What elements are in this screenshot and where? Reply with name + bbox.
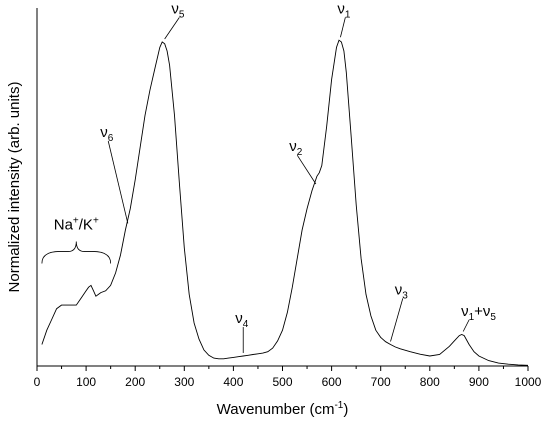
annotation-leader-line — [462, 319, 470, 332]
x-tick-label: 600 — [322, 375, 342, 389]
x-ticks: 0 100 200 300 400 500 600 700 800 900 1000 — [34, 366, 542, 389]
x-tick-label: 300 — [174, 375, 194, 389]
peak-annotation: ν2 — [289, 138, 303, 158]
peak-annotation: ν1+ν5 — [461, 303, 496, 323]
peak-annotation: ν3 — [395, 281, 409, 301]
annotation-leader-line — [390, 298, 404, 342]
na-text: Na — [54, 216, 74, 233]
x-tick-label: 700 — [371, 375, 391, 389]
annotation-leader-line — [107, 140, 129, 224]
x-tick-label: 1000 — [515, 375, 542, 389]
x-tick-label: 100 — [76, 375, 96, 389]
x-tick-label: 400 — [223, 375, 243, 389]
peak-annotation: ν6 — [100, 124, 114, 144]
annotation-leader-line — [296, 154, 317, 185]
x-tick-label: 0 — [34, 375, 41, 389]
x-tick-label: 800 — [420, 375, 440, 389]
axes — [36, 8, 528, 367]
na-k-region-label: Na+/K+ — [54, 215, 99, 233]
annotations: ν5 ν1 ν6 ν2 ν4 ν3 ν1+ν5 — [100, 0, 496, 353]
peak-annotation: ν1 — [337, 0, 351, 20]
na-k-region-brace — [41, 241, 112, 264]
k-text: /K — [79, 216, 93, 233]
peak-annotation: ν5 — [171, 0, 185, 20]
y-axis-title: Normalized intensity (arb. units) — [6, 82, 23, 293]
x-axis-title-superscript: -1 — [334, 400, 343, 411]
x-axis-title-main: Wavenumber (cm — [217, 401, 335, 418]
plot-area — [41, 39, 529, 366]
x-tick-label: 200 — [125, 375, 145, 389]
x-axis-title: Wavenumber (cm-1) — [217, 400, 349, 418]
spectrum-line — [41, 39, 529, 366]
x-axis-title-end: ) — [343, 401, 348, 418]
annotation-leader-line — [164, 17, 180, 40]
k-superscript: + — [93, 215, 99, 226]
peak-annotation: ν4 — [235, 310, 249, 330]
na-superscript: + — [73, 215, 79, 226]
x-tick-label: 900 — [469, 375, 489, 389]
annotation-leader-line — [340, 17, 346, 38]
x-tick-label: 500 — [272, 375, 292, 389]
